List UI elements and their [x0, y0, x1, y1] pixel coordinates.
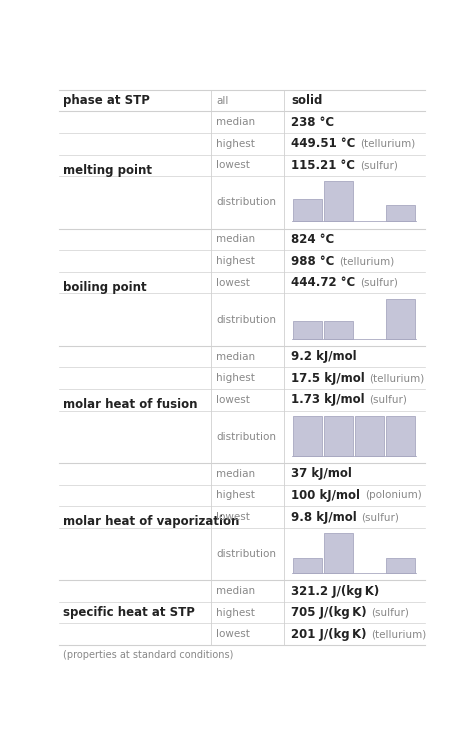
Bar: [324, 181, 354, 222]
Text: median: median: [216, 469, 255, 479]
Text: boiling point: boiling point: [63, 281, 147, 294]
Bar: [386, 299, 415, 339]
Text: median: median: [216, 586, 255, 596]
Text: 705 J/(kg K): 705 J/(kg K): [291, 606, 367, 619]
Text: 100 kJ/mol: 100 kJ/mol: [291, 489, 360, 502]
Text: all: all: [216, 96, 228, 106]
Bar: [355, 416, 384, 455]
Text: highest: highest: [216, 256, 255, 266]
Text: highest: highest: [216, 373, 255, 383]
Text: highest: highest: [216, 607, 255, 618]
Text: distribution: distribution: [216, 198, 276, 207]
Text: lowest: lowest: [216, 160, 250, 171]
Text: melting point: melting point: [63, 163, 152, 177]
Text: 201 J/(kg K): 201 J/(kg K): [291, 628, 367, 640]
Text: 115.21 °C: 115.21 °C: [291, 159, 355, 172]
Text: 449.51 °C: 449.51 °C: [291, 137, 356, 151]
Bar: [293, 558, 322, 573]
Text: 17.5 kJ/mol: 17.5 kJ/mol: [291, 372, 365, 385]
Text: 321.2 J/(kg K): 321.2 J/(kg K): [291, 584, 379, 598]
Text: (sulfur): (sulfur): [360, 278, 398, 288]
Bar: [324, 533, 354, 573]
Text: 824 °C: 824 °C: [291, 233, 335, 246]
Text: (tellurium): (tellurium): [371, 629, 426, 639]
Text: (tellurium): (tellurium): [339, 256, 394, 266]
Text: lowest: lowest: [216, 629, 250, 639]
Text: (tellurium): (tellurium): [370, 373, 425, 383]
Text: 988 °C: 988 °C: [291, 255, 335, 267]
Text: molar heat of vaporization: molar heat of vaporization: [63, 515, 240, 528]
Bar: [293, 321, 322, 339]
Text: 37 kJ/mol: 37 kJ/mol: [291, 467, 352, 480]
Bar: [293, 199, 322, 222]
Text: 9.8 kJ/mol: 9.8 kJ/mol: [291, 511, 357, 524]
Text: distribution: distribution: [216, 432, 276, 442]
Text: 238 °C: 238 °C: [291, 116, 334, 129]
Text: (sulfur): (sulfur): [360, 160, 397, 171]
Text: 444.72 °C: 444.72 °C: [291, 276, 355, 289]
Text: (sulfur): (sulfur): [362, 512, 399, 522]
Bar: [386, 204, 415, 222]
Text: lowest: lowest: [216, 512, 250, 522]
Text: (sulfur): (sulfur): [369, 395, 407, 405]
Text: median: median: [216, 118, 255, 127]
Text: phase at STP: phase at STP: [63, 94, 150, 107]
Text: 1.73 kJ/mol: 1.73 kJ/mol: [291, 393, 365, 407]
Bar: [386, 558, 415, 573]
Text: (tellurium): (tellurium): [360, 139, 415, 149]
Text: highest: highest: [216, 491, 255, 500]
Text: (properties at standard conditions): (properties at standard conditions): [63, 649, 234, 660]
Text: median: median: [216, 234, 255, 244]
Text: lowest: lowest: [216, 278, 250, 288]
Bar: [386, 416, 415, 455]
Text: (polonium): (polonium): [365, 491, 421, 500]
Text: distribution: distribution: [216, 549, 276, 559]
Text: highest: highest: [216, 139, 255, 149]
Text: (sulfur): (sulfur): [371, 607, 409, 618]
Text: 9.2 kJ/mol: 9.2 kJ/mol: [291, 351, 357, 363]
Bar: [324, 416, 354, 455]
Bar: [293, 416, 322, 455]
Bar: [324, 321, 354, 339]
Text: solid: solid: [291, 94, 323, 107]
Text: distribution: distribution: [216, 315, 276, 324]
Text: specific heat at STP: specific heat at STP: [63, 606, 195, 619]
Text: molar heat of fusion: molar heat of fusion: [63, 398, 198, 411]
Text: lowest: lowest: [216, 395, 250, 405]
Text: median: median: [216, 352, 255, 362]
